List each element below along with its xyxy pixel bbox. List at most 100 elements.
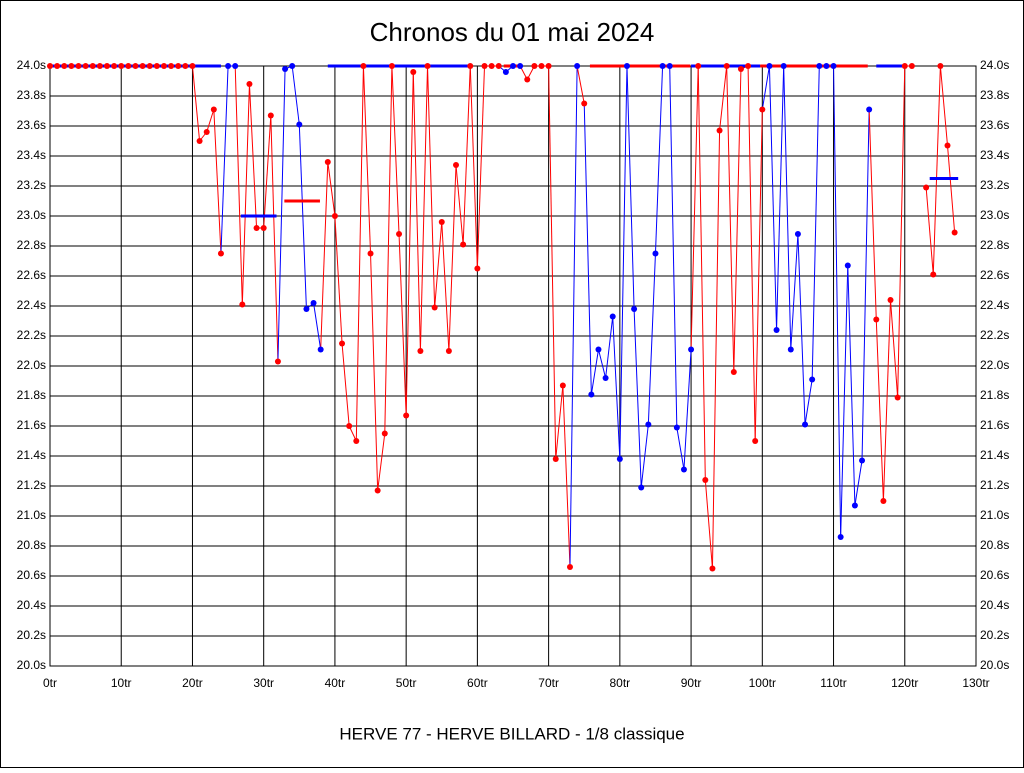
point — [652, 250, 659, 257]
y-tick-label: 20.4s — [17, 598, 46, 612]
point — [695, 63, 702, 69]
connector — [583, 103, 592, 395]
point — [873, 316, 880, 323]
point — [346, 423, 353, 429]
connector — [341, 343, 350, 427]
point — [602, 375, 609, 381]
point — [588, 391, 595, 398]
chart-subtitle: HERVE 77 - HERVE BILLARD - 1/8 classique — [339, 724, 684, 743]
point — [559, 382, 566, 389]
connector — [462, 65, 471, 245]
point — [111, 63, 118, 69]
connector — [669, 65, 678, 428]
connector — [334, 215, 343, 344]
point — [859, 457, 866, 464]
point — [517, 63, 524, 69]
connector — [633, 308, 642, 488]
point — [54, 63, 61, 69]
x-tick-label: 20tr — [182, 676, 203, 690]
point — [381, 430, 388, 437]
y2-tick-label: 21.4s — [980, 448, 1009, 462]
point — [453, 162, 460, 168]
point — [937, 63, 944, 69]
point — [666, 63, 673, 69]
y-tick-label: 22.8s — [17, 238, 46, 252]
connector — [619, 65, 628, 460]
y2-tick-label: 23.2s — [980, 178, 1009, 192]
point — [816, 63, 823, 69]
point — [595, 346, 602, 353]
y-tick-label: 20.0s — [17, 658, 46, 672]
y-tick-label: 21.4s — [17, 448, 46, 462]
connector — [412, 71, 421, 352]
connector — [569, 65, 578, 568]
point — [495, 63, 502, 69]
point — [730, 369, 737, 375]
point — [68, 63, 75, 69]
connector — [932, 65, 941, 275]
point — [438, 219, 445, 225]
point — [631, 306, 638, 312]
connector — [605, 316, 614, 379]
y-tick-label: 22.2s — [17, 328, 46, 342]
point — [267, 112, 274, 119]
point — [232, 63, 239, 69]
y-tick-label: 22.6s — [17, 268, 46, 282]
connector — [427, 65, 436, 308]
point — [623, 63, 630, 69]
point — [745, 63, 752, 69]
y2-tick-label: 22.4s — [980, 298, 1009, 312]
connector — [947, 145, 956, 233]
point — [802, 421, 809, 428]
connector — [434, 221, 443, 308]
point — [894, 394, 901, 401]
point — [474, 265, 481, 272]
point — [609, 313, 616, 320]
point — [702, 477, 709, 483]
y2-tick-label: 22.6s — [980, 268, 1009, 282]
point — [289, 63, 296, 69]
point — [809, 376, 816, 383]
point — [531, 63, 538, 69]
connector — [405, 71, 414, 416]
point — [445, 348, 452, 354]
connector — [590, 349, 599, 395]
connector — [263, 115, 272, 229]
point — [680, 466, 687, 473]
point — [82, 63, 89, 69]
point — [417, 348, 424, 354]
point — [410, 69, 417, 75]
connector — [384, 65, 393, 434]
point — [467, 63, 474, 69]
point — [510, 63, 516, 69]
point — [887, 297, 894, 303]
connector — [555, 385, 564, 460]
point — [203, 129, 210, 135]
connector — [291, 65, 300, 125]
connector — [776, 65, 785, 331]
point — [196, 138, 203, 144]
connector — [313, 302, 322, 350]
y2-tick-label: 24.0s — [980, 58, 1009, 72]
connector — [476, 65, 486, 269]
connector — [676, 427, 685, 470]
y2-tick-label: 20.6s — [980, 568, 1009, 582]
y-tick-label: 21.8s — [17, 388, 46, 402]
point — [310, 300, 317, 306]
point — [866, 106, 873, 113]
connector — [298, 124, 307, 310]
point — [709, 565, 716, 572]
y2-tick-label: 23.0s — [980, 208, 1009, 222]
point — [396, 231, 403, 237]
point — [317, 346, 324, 353]
point — [851, 502, 858, 509]
connector — [711, 130, 721, 569]
connector — [191, 65, 201, 142]
connector — [925, 187, 934, 275]
connector — [747, 65, 756, 442]
point — [538, 63, 545, 69]
x-tick-label: 130tr — [962, 676, 989, 690]
point — [374, 487, 381, 494]
